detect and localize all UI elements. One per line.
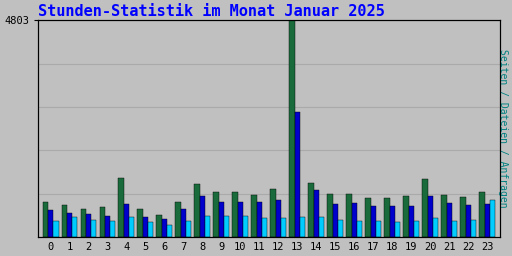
Bar [67, 213, 72, 237]
Bar [251, 195, 257, 237]
Bar [143, 217, 148, 237]
Y-axis label: Seiten / Dateien / Anfragen: Seiten / Dateien / Anfragen [498, 49, 508, 208]
Bar [219, 202, 224, 237]
Bar [365, 198, 371, 237]
Bar [105, 216, 110, 237]
Bar [433, 218, 438, 237]
Bar [395, 222, 400, 237]
Bar [471, 220, 476, 237]
Bar [118, 178, 124, 237]
Bar [409, 206, 414, 237]
Bar [289, 20, 295, 237]
Bar [441, 195, 446, 237]
Bar [428, 196, 433, 237]
Bar [243, 217, 248, 237]
Bar [186, 221, 191, 237]
Bar [484, 204, 490, 237]
Bar [80, 209, 86, 237]
Bar [338, 220, 343, 237]
Bar [157, 215, 162, 237]
Bar [53, 221, 58, 237]
Bar [385, 198, 390, 237]
Bar [195, 184, 200, 237]
Bar [200, 196, 205, 237]
Bar [446, 203, 452, 237]
Bar [479, 192, 484, 237]
Bar [72, 217, 77, 237]
Bar [176, 202, 181, 237]
Bar [181, 209, 186, 237]
Bar [91, 220, 96, 237]
Bar [327, 194, 333, 237]
Bar [48, 210, 53, 237]
Bar [333, 204, 338, 237]
Bar [319, 217, 324, 237]
Bar [124, 204, 129, 237]
Bar [238, 202, 243, 237]
Bar [357, 221, 362, 237]
Bar [275, 199, 281, 237]
Bar [314, 190, 319, 237]
Bar [262, 218, 267, 237]
Bar [371, 206, 376, 237]
Bar [390, 206, 395, 237]
Bar [300, 217, 305, 237]
Bar [61, 205, 67, 237]
Bar [257, 202, 262, 237]
Bar [129, 217, 135, 237]
Bar [205, 216, 210, 237]
Bar [110, 220, 116, 237]
Bar [281, 218, 286, 237]
Bar [148, 222, 154, 237]
Bar [42, 202, 48, 237]
Bar [346, 194, 352, 237]
Bar [465, 205, 471, 237]
Bar [295, 112, 300, 237]
Bar [162, 219, 167, 237]
Bar [414, 221, 419, 237]
Bar [99, 207, 105, 237]
Bar [308, 183, 314, 237]
Bar [138, 209, 143, 237]
Bar [460, 197, 465, 237]
Bar [352, 203, 357, 237]
Bar [86, 215, 91, 237]
Bar [490, 199, 495, 237]
Bar [270, 189, 275, 237]
Bar [422, 179, 428, 237]
Bar [224, 217, 229, 237]
Text: Stunden-Statistik im Monat Januar 2025: Stunden-Statistik im Monat Januar 2025 [38, 4, 385, 19]
Bar [232, 192, 238, 237]
Bar [167, 225, 173, 237]
Bar [403, 196, 409, 237]
Bar [214, 192, 219, 237]
Bar [376, 221, 381, 237]
Bar [452, 221, 457, 237]
